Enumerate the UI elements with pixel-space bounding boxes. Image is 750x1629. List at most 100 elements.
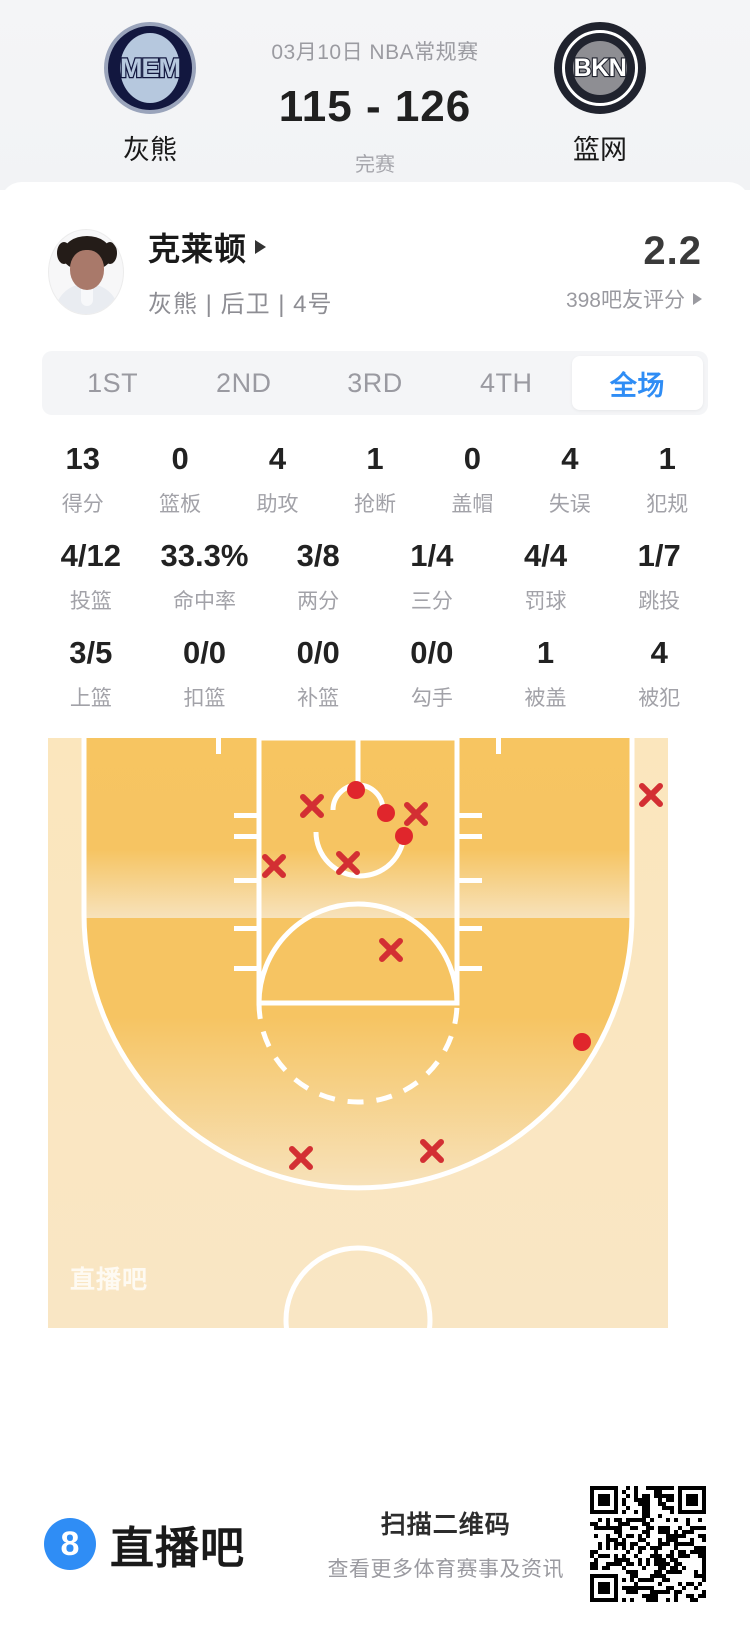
tab-1st[interactable]: 1ST (87, 367, 139, 398)
shot-markers (262, 781, 663, 1170)
stat-value: 4/12 (60, 538, 121, 573)
shot-missed-marker (639, 783, 663, 807)
stat-label: 失误 (548, 493, 591, 516)
period-tabs: 1ST 2ND 3RD 4TH 全场 (42, 351, 708, 415)
stat-value: 4 (650, 635, 668, 670)
chevron-right-icon (255, 240, 267, 254)
stat-fouls: 1 犯规 (619, 441, 716, 518)
stat-two-pointers: 3/8 两分 (261, 538, 375, 615)
shot-made-marker (395, 827, 413, 845)
stat-value: 1/4 (410, 538, 454, 573)
away-team-name: 篮网 (573, 135, 627, 165)
stat-value: 33.3% (160, 538, 249, 573)
qr-title: 扫描二维码 (380, 1511, 511, 1539)
away-team-abbr: BKN (573, 52, 628, 82)
stat-value: 0 (463, 441, 482, 476)
stat-field-goals: 4/12 投篮 (34, 538, 148, 615)
stat-value: 4 (268, 441, 287, 476)
stat-jump-shots: 1/7 跳投 (602, 538, 716, 615)
stat-label: 被犯 (638, 687, 681, 710)
tab-4th[interactable]: 4TH (479, 367, 533, 398)
player-avatar (48, 228, 124, 315)
score-line: 115 - 126 (278, 82, 472, 131)
player-rating[interactable]: 2.2 398吧友评分 (566, 229, 702, 314)
stat-layups: 3/5 上篮 (34, 635, 148, 712)
player-card: 克莱顿 灰熊 | 后卫 | 4号 2.2 398吧友评分 1ST 2ND 3RD… (0, 182, 750, 1328)
chevron-right-small-icon (693, 293, 702, 305)
stat-label: 罚球 (524, 590, 567, 613)
stat-value: 0/0 (182, 635, 227, 670)
stat-label: 补篮 (297, 687, 340, 710)
stats-grid: 13 得分 0 篮板 4 助攻 1 抢断 0 盖帽 (0, 441, 750, 712)
shot-made-marker (377, 804, 395, 822)
stat-points: 13 得分 (34, 441, 131, 518)
shot-made-marker (573, 1033, 591, 1051)
qr-code-icon[interactable] (590, 1486, 706, 1602)
player-row: 克莱顿 灰熊 | 后卫 | 4号 2.2 398吧友评分 (0, 182, 750, 319)
tab-3rd[interactable]: 3RD (347, 367, 403, 398)
stat-value: 1 (366, 441, 384, 476)
court-diagram (48, 738, 668, 1328)
shot-missed-marker (379, 938, 403, 962)
home-team-logo-icon: MEM (104, 22, 196, 114)
stat-label: 上篮 (69, 687, 112, 710)
stat-value: 0/0 (410, 635, 454, 670)
stat-label: 命中率 (173, 590, 236, 613)
stat-blocks: 0 盖帽 (424, 441, 521, 518)
stat-label: 跳投 (638, 590, 681, 613)
shot-missed-marker (300, 794, 324, 818)
shot-missed-marker (420, 1139, 444, 1163)
stat-value: 1 (536, 635, 555, 670)
stat-label: 抢断 (353, 493, 396, 516)
stats-row-shot-types: 3/5 上篮 0/0 扣篮 0/0 补篮 0/0 勾手 1 被盖 (34, 635, 716, 712)
match-status: 完赛 (355, 154, 395, 176)
stat-label: 助攻 (256, 493, 299, 516)
scoreboard-header: MEM 灰熊 03月10日 NBA常规赛 115 - 126 完赛 BKN 篮网 (0, 0, 750, 190)
shot-missed-marker (336, 851, 360, 875)
stat-label: 犯规 (646, 493, 689, 516)
player-name: 克莱顿 (148, 231, 248, 267)
stat-value: 3/5 (69, 635, 113, 670)
stat-label: 扣篮 (183, 687, 226, 710)
shot-made-marker (347, 781, 365, 799)
footer-bar: 8 直播吧 扫描二维码 查看更多体育赛事及资讯 (0, 1459, 750, 1629)
stat-value: 4 (561, 441, 579, 476)
stat-value: 0 (171, 441, 189, 476)
stat-three-pointers: 1/4 三分 (375, 538, 489, 615)
stat-steals: 1 抢断 (326, 441, 423, 518)
brand-mark-icon: 8 (44, 1518, 96, 1570)
player-info[interactable]: 克莱顿 灰熊 | 后卫 | 4号 (148, 224, 566, 319)
stat-value: 3/8 (296, 538, 340, 573)
shot-missed-marker (289, 1146, 313, 1170)
qr-subtitle: 查看更多体育赛事及资讯 (327, 1558, 564, 1581)
rating-subtitle[interactable]: 398吧友评分 (566, 284, 702, 314)
shot-missed-marker (404, 802, 428, 826)
stat-value: 4/4 (523, 538, 568, 573)
rating-count-label: 398吧友评分 (565, 289, 685, 312)
match-meta: 03月10日 NBA常规赛 (271, 41, 479, 64)
shot-missed-marker (262, 854, 286, 878)
stat-turnovers: 4 失误 (521, 441, 618, 518)
away-team[interactable]: BKN 篮网 (510, 22, 690, 167)
brand-name: 直播吧 (110, 1524, 245, 1573)
home-team-abbr: MEM (119, 51, 182, 83)
stat-tip-ins: 0/0 补篮 (261, 635, 375, 712)
home-team[interactable]: MEM 灰熊 (60, 22, 240, 167)
tab-2nd[interactable]: 2ND (216, 367, 272, 398)
stat-fouls-drawn: 4 被犯 (602, 635, 716, 712)
brand-logo[interactable]: 8 直播吧 (44, 1512, 245, 1576)
stat-label: 被盖 (524, 687, 567, 710)
stat-value: 13 (65, 441, 100, 476)
rating-value: 2.2 (643, 229, 702, 273)
stat-label: 勾手 (410, 687, 453, 710)
qr-block: 扫描二维码 查看更多体育赛事及资讯 (327, 1486, 706, 1602)
shot-chart[interactable]: 直播吧 (48, 738, 668, 1328)
tab-full-game[interactable]: 全场 (571, 356, 704, 410)
home-team-name: 灰熊 (123, 135, 177, 165)
away-team-logo-icon: BKN (554, 22, 646, 114)
stat-value: 1/7 (637, 538, 681, 573)
stat-assists: 4 助攻 (229, 441, 326, 518)
stat-shots-blocked: 1 被盖 (489, 635, 603, 712)
stat-label: 三分 (410, 590, 453, 613)
